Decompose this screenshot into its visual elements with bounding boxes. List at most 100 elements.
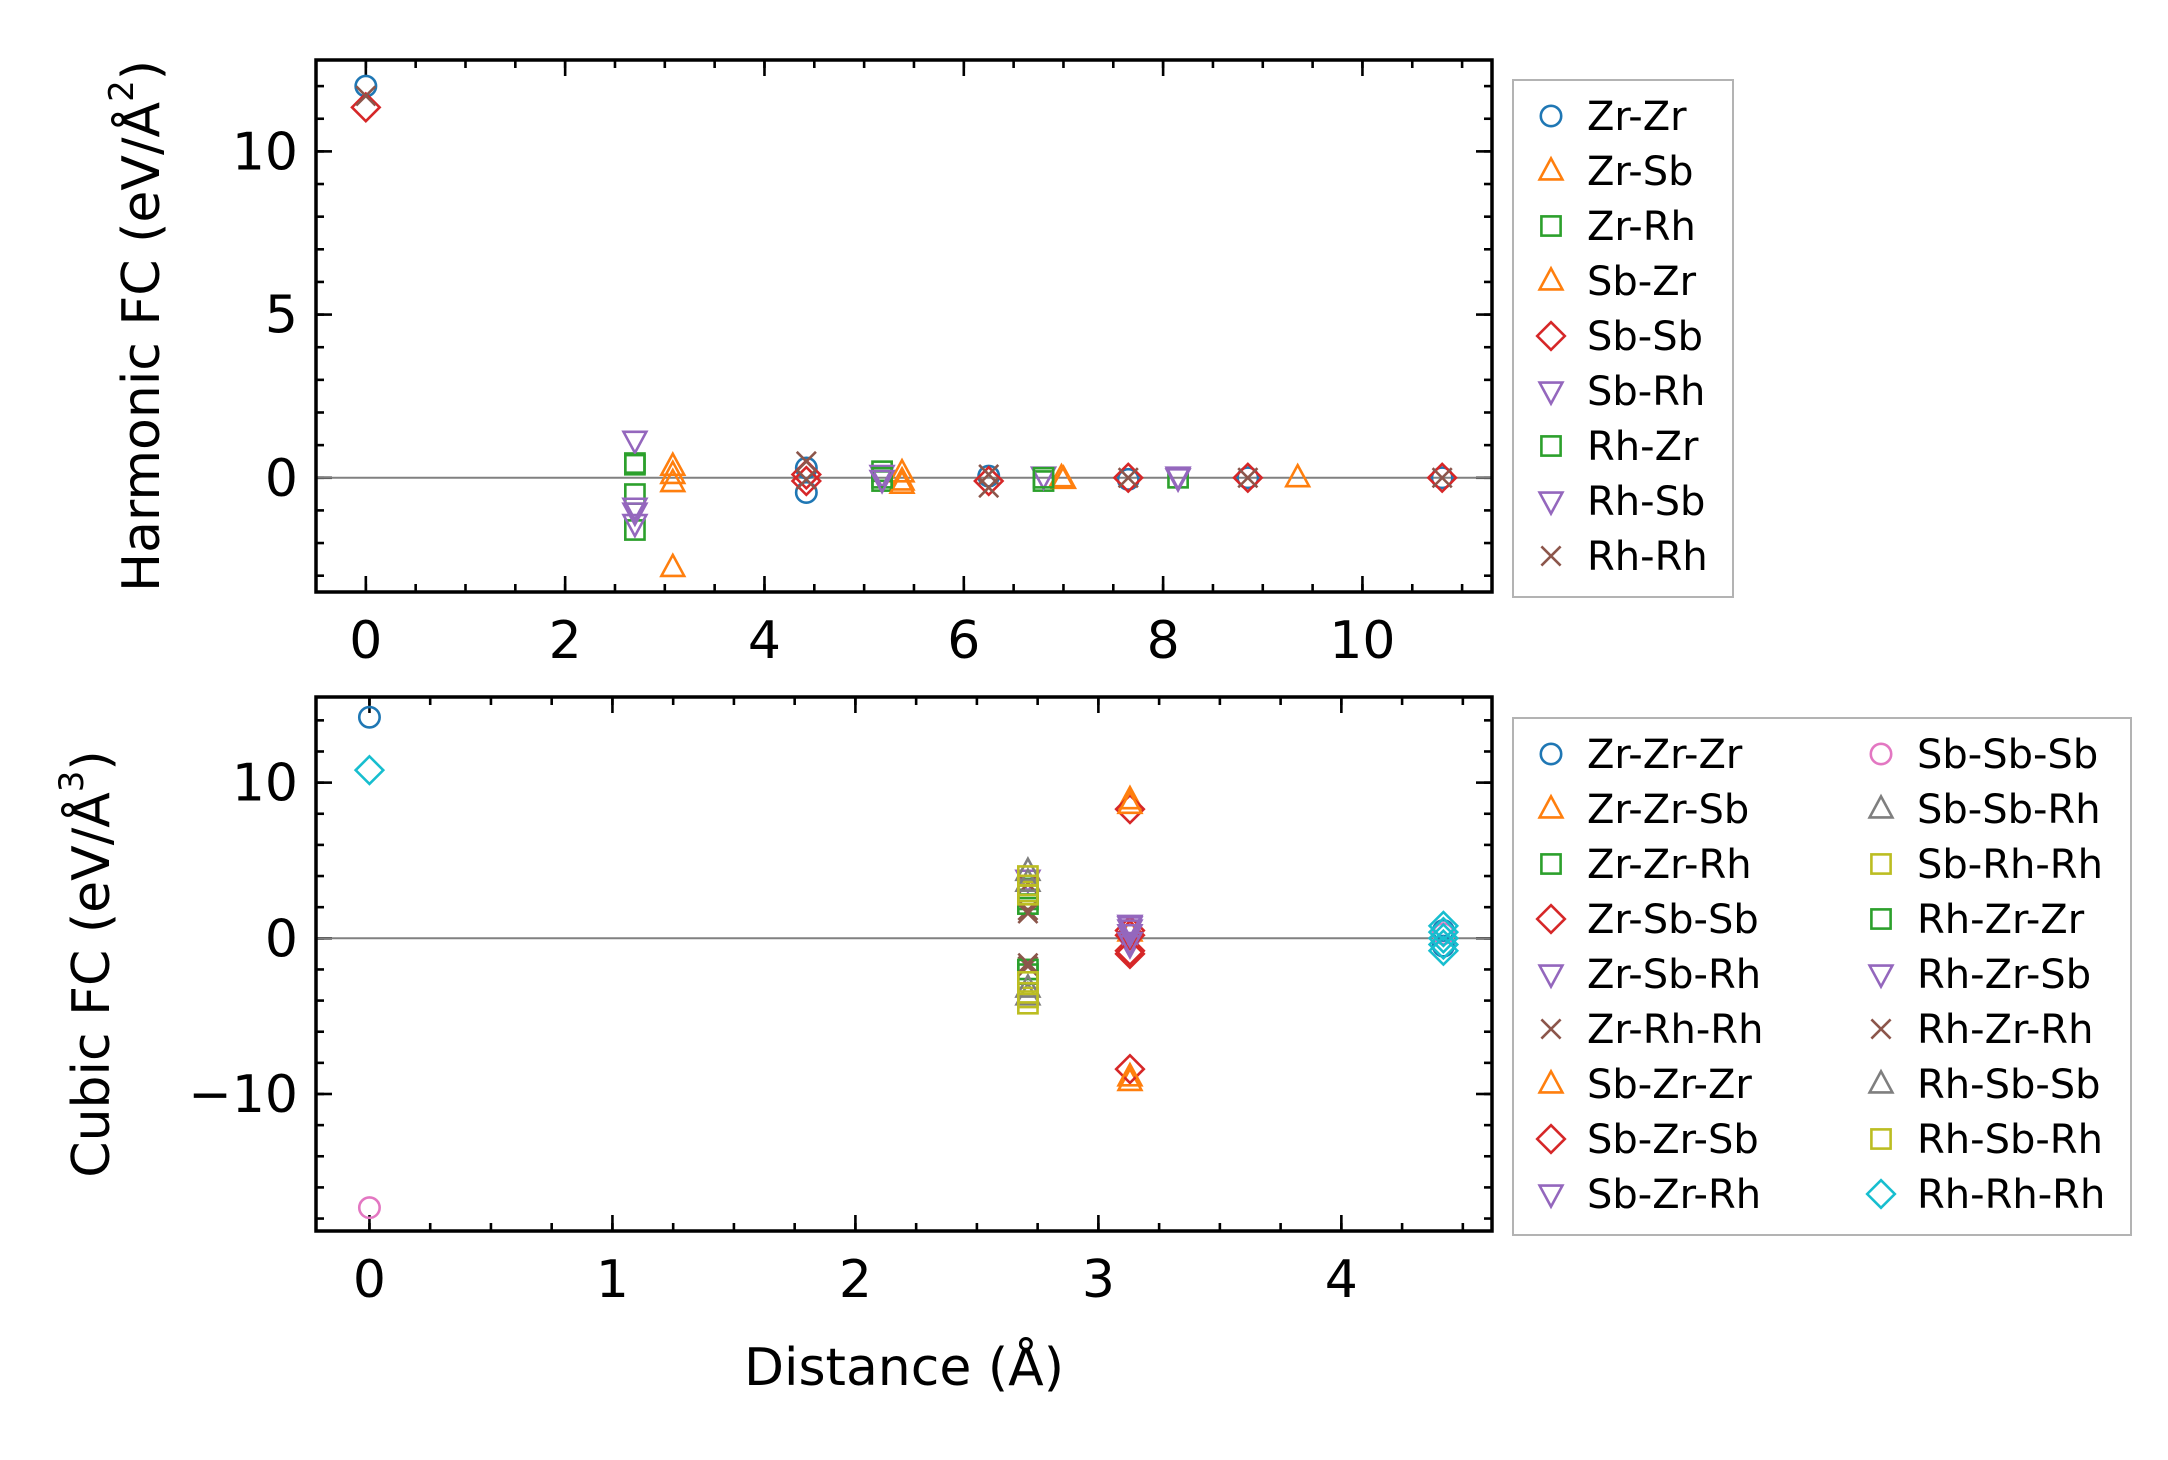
data-point bbox=[659, 467, 687, 493]
cubic-x-tick-label: 0 bbox=[353, 1250, 386, 1310]
legend-marker bbox=[1537, 381, 1565, 407]
data-point bbox=[1431, 467, 1453, 489]
harmonic-y-axis-label: Harmonic FC (eV/Å2) bbox=[102, 60, 173, 592]
legend-marker bbox=[1865, 1178, 1897, 1210]
data-point bbox=[1116, 789, 1144, 815]
legend-marker bbox=[1537, 1068, 1565, 1094]
data-point bbox=[1236, 466, 1260, 490]
legend-marker bbox=[1540, 435, 1562, 457]
data-point bbox=[1032, 466, 1055, 489]
legend-item: Sb-Sb bbox=[1535, 314, 1703, 360]
legend-label: Rh-Rh-Rh bbox=[1917, 1172, 2105, 1218]
data-point bbox=[1427, 916, 1460, 948]
harmonic-plot-frame bbox=[314, 58, 1494, 594]
legend-marker bbox=[1867, 964, 1895, 990]
legend-label: Zr-Zr-Rh bbox=[1587, 842, 1752, 888]
data-point bbox=[871, 466, 893, 489]
cubic-x-tick-label: 3 bbox=[1082, 1250, 1115, 1310]
series-rh-zr-sb bbox=[1116, 914, 1144, 949]
data-point bbox=[350, 91, 382, 123]
data-point bbox=[1427, 935, 1460, 967]
legend-item: Sb-Zr-Rh bbox=[1537, 1172, 1761, 1218]
legend-label: Sb-Sb-Sb bbox=[1917, 732, 2098, 778]
legend-item: Zr-Sb-Sb bbox=[1535, 897, 1759, 943]
legend-item: Zr-Rh bbox=[1540, 204, 1696, 250]
data-point bbox=[1112, 462, 1144, 494]
cubic-legend-box bbox=[1512, 717, 2132, 1236]
harmonic-legend: Zr-Zr Zr-Sb Zr-Rh Sb-Zr Sb-Sb Sb-Rh Rh-Zr Rh-Sb… bbox=[1512, 79, 1734, 598]
cubic-y-tick-label: −10 bbox=[188, 1065, 298, 1125]
harmonic-y-tick-label: 5 bbox=[265, 286, 298, 346]
data-point bbox=[1116, 914, 1144, 940]
legend-label: Zr-Zr-Zr bbox=[1587, 732, 1743, 778]
legend-marker bbox=[1537, 491, 1565, 517]
legend-marker bbox=[1540, 545, 1562, 567]
data-point bbox=[1427, 910, 1460, 942]
data-point bbox=[1014, 866, 1042, 892]
series-rh-zr bbox=[624, 453, 1055, 489]
data-point bbox=[1427, 928, 1460, 961]
data-point bbox=[1116, 919, 1144, 945]
legend-label: Sb-Zr bbox=[1587, 259, 1697, 305]
data-point bbox=[1116, 784, 1144, 810]
legend-item: Sb-Rh-Rh bbox=[1870, 842, 2103, 888]
series-sb-zr-rh bbox=[1116, 919, 1144, 957]
legend-item: Zr-Rh-Rh bbox=[1540, 1007, 1763, 1053]
data-point bbox=[1114, 935, 1146, 967]
data-point bbox=[1116, 467, 1140, 491]
cubic-fc-plot: 0 1 2 3 4 −10 0 10 Cubic FC (eV/Å3) Distance (Å… bbox=[52, 695, 2132, 1398]
data-point bbox=[1117, 467, 1139, 489]
series-rh-rh bbox=[355, 85, 1453, 499]
legend-marker bbox=[1870, 853, 1892, 875]
data-point bbox=[1014, 856, 1042, 882]
legend-label: Zr-Sb-Sb bbox=[1587, 897, 1759, 943]
legend-label: Rh-Sb-Sb bbox=[1917, 1062, 2101, 1108]
legend-label: Sb-Zr-Rh bbox=[1587, 1172, 1761, 1218]
harmonic-data-points bbox=[350, 74, 1458, 578]
legend-item: Rh-Sb-Rh bbox=[1870, 1117, 2103, 1163]
data-point bbox=[1017, 952, 1039, 974]
series-rh-sb bbox=[621, 466, 1192, 523]
cubic-legend: Zr-Zr-Zr Zr-Zr-Sb Zr-Zr-Rh Zr-Sb-Sb Zr-Sb-Rh… bbox=[1512, 717, 2132, 1236]
legend-marker bbox=[1540, 1018, 1562, 1040]
legend-item: Zr-Zr-Rh bbox=[1540, 842, 1752, 888]
data-point bbox=[868, 469, 896, 495]
cubic-x-tick-label: 1 bbox=[596, 1250, 629, 1310]
data-point bbox=[1049, 464, 1078, 490]
legend-item: Zr-Zr-Sb bbox=[1537, 787, 1749, 833]
cubic-x-tick-label: 2 bbox=[839, 1250, 872, 1310]
cubic-y-axis-label: Cubic FC (eV/Å3) bbox=[52, 750, 123, 1177]
harmonic-x-tick-label: 0 bbox=[349, 611, 382, 671]
legend-label: Rh-Sb-Rh bbox=[1917, 1117, 2103, 1163]
data-point bbox=[659, 552, 687, 578]
legend-item: Zr-Sb-Rh bbox=[1537, 952, 1761, 998]
legend-marker bbox=[1870, 1128, 1892, 1150]
legend-marker bbox=[1535, 903, 1567, 935]
data-point bbox=[1116, 923, 1144, 949]
legend-item: Zr-Zr bbox=[1539, 94, 1687, 140]
legend-label: Rh-Zr-Rh bbox=[1917, 1007, 2093, 1053]
series-zr-sb bbox=[659, 451, 1312, 493]
data-point bbox=[1116, 931, 1144, 957]
legend-marker bbox=[1869, 742, 1893, 766]
series-rh-rh-rh bbox=[353, 754, 1460, 967]
data-point bbox=[659, 459, 687, 485]
legend-label: Rh-Zr-Sb bbox=[1917, 952, 2091, 998]
data-point bbox=[1114, 793, 1146, 825]
legend-label: Sb-Sb-Rh bbox=[1917, 787, 2101, 833]
data-point bbox=[795, 450, 817, 472]
data-point bbox=[1017, 874, 1039, 897]
legend-marker bbox=[1537, 155, 1565, 181]
legend-label: Sb-Rh-Rh bbox=[1917, 842, 2103, 888]
legend-label: Zr-Rh-Rh bbox=[1587, 1007, 1763, 1053]
data-point bbox=[1114, 1053, 1146, 1085]
data-point bbox=[888, 468, 916, 494]
legend-marker bbox=[1537, 1184, 1565, 1210]
harmonic-x-tick-label: 8 bbox=[1147, 611, 1180, 671]
harmonic-y-tick-label: 10 bbox=[232, 122, 298, 182]
legend-item: Rh-Zr-Rh bbox=[1870, 1007, 2093, 1053]
legend-marker bbox=[1539, 742, 1563, 766]
cubic-y-tick-label: 10 bbox=[232, 754, 298, 814]
data-point bbox=[621, 513, 649, 539]
